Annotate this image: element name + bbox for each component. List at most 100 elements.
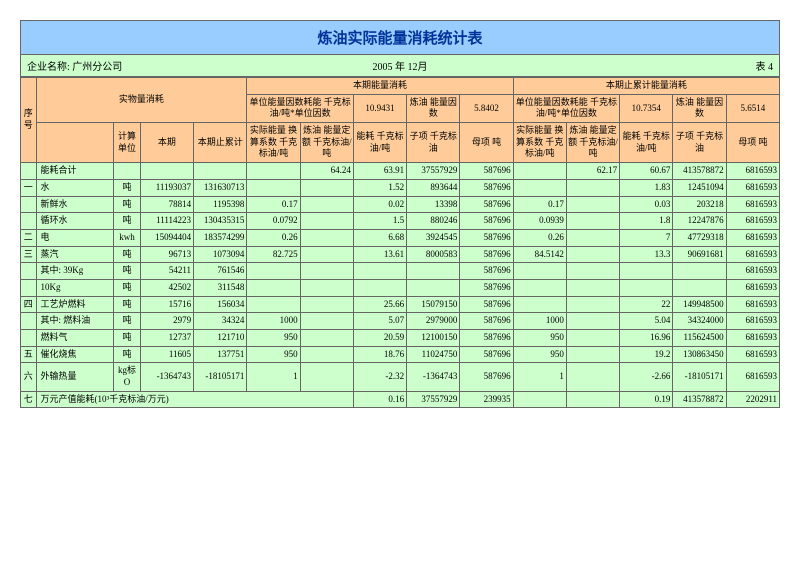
table-row: 七万元产值能耗(10³千克标油/万元)0.16375579292399350.1… — [21, 391, 780, 408]
cell: 64.24 — [300, 163, 353, 180]
hdr-this-cum: 本期止累计 — [194, 123, 247, 163]
cell: 130863450 — [673, 346, 726, 363]
cell: -18105171 — [194, 363, 247, 391]
sheet-label: 表 4 — [526, 55, 779, 76]
cell — [300, 263, 353, 280]
cell: 587696 — [460, 296, 513, 313]
cell: 5.07 — [353, 313, 406, 330]
cell: 吨 — [114, 196, 141, 213]
hdr-den2: 母项 吨 — [726, 123, 779, 163]
table-row: 四工艺炉燃料吨1571615603425.6615079150587696221… — [21, 296, 780, 313]
cell: 0.17 — [513, 196, 566, 213]
cell — [407, 263, 460, 280]
cell — [21, 196, 37, 213]
cell: -18105171 — [673, 363, 726, 391]
cell: 11114223 — [140, 213, 193, 230]
cell — [140, 163, 193, 180]
cell — [300, 196, 353, 213]
cell: 2979000 — [407, 313, 460, 330]
cell: kg标O — [114, 363, 141, 391]
cell — [21, 163, 37, 180]
cell: 63.91 — [353, 163, 406, 180]
cell — [21, 279, 37, 296]
hdr-conv: 实际能量 换算系数 千克标油/吨 — [247, 123, 300, 163]
cell — [353, 279, 406, 296]
cell: 20.59 — [353, 330, 406, 347]
cell: 吨 — [114, 346, 141, 363]
cell: 62.17 — [566, 163, 619, 180]
cell: 1.83 — [620, 179, 673, 196]
cell: 587696 — [460, 163, 513, 180]
cell: 一 — [21, 179, 37, 196]
cell: -1364743 — [140, 363, 193, 391]
cell: 燃料气 — [36, 330, 114, 347]
cell: 47729318 — [673, 229, 726, 246]
cell: 587696 — [460, 313, 513, 330]
cell: 1.5 — [353, 213, 406, 230]
cell: -2.66 — [620, 363, 673, 391]
cell — [300, 179, 353, 196]
cell: 12247876 — [673, 213, 726, 230]
cell: 二 — [21, 229, 37, 246]
cell — [566, 179, 619, 196]
cell: 12451094 — [673, 179, 726, 196]
cell: 587696 — [460, 330, 513, 347]
table-row: 一水吨111930371316307131.528936445876961.83… — [21, 179, 780, 196]
cell: 950 — [247, 346, 300, 363]
cell: 131630713 — [194, 179, 247, 196]
cell: 7 — [620, 229, 673, 246]
cell: 587696 — [460, 213, 513, 230]
cell: 13.61 — [353, 246, 406, 263]
cell: 34324000 — [673, 313, 726, 330]
page-title: 炼油实际能量消耗统计表 — [20, 20, 780, 55]
cell: 吨 — [114, 313, 141, 330]
cell: 六 — [21, 363, 37, 391]
table-row: 其中: 燃料油吨29793432410005.07297900058769610… — [21, 313, 780, 330]
cell — [194, 163, 247, 180]
table-row: 能耗合计64.2463.913755792958769662.1760.6741… — [21, 163, 780, 180]
cell: 96713 — [140, 246, 193, 263]
cell — [566, 296, 619, 313]
cell: 37557929 — [407, 391, 460, 408]
cell: 1.52 — [353, 179, 406, 196]
cell: 587696 — [460, 263, 513, 280]
cell: 其中: 燃料油 — [36, 313, 114, 330]
table-row: 其中: 39Kg吨542117615465876966816593 — [21, 263, 780, 280]
cell — [353, 263, 406, 280]
cell — [247, 296, 300, 313]
cell: 37557929 — [407, 163, 460, 180]
cell — [566, 213, 619, 230]
cell: 3924545 — [407, 229, 460, 246]
cell: 15716 — [140, 296, 193, 313]
cell — [566, 330, 619, 347]
hdr-cumulative: 本期止累计能量消耗 — [513, 78, 779, 95]
cell: 6816593 — [726, 213, 779, 230]
hdr-ec2: 能耗 千克标油/吨 — [620, 123, 673, 163]
cell: 413578872 — [673, 163, 726, 180]
cell: 42502 — [140, 279, 193, 296]
cell: 吨 — [114, 213, 141, 230]
cell: 11024750 — [407, 346, 460, 363]
cell: 催化烧焦 — [36, 346, 114, 363]
cell: 1000 — [513, 313, 566, 330]
cell: -1364743 — [407, 363, 460, 391]
cell — [673, 263, 726, 280]
cell — [247, 179, 300, 196]
hdr-cur-v1: 10.9431 — [353, 94, 406, 122]
hdr-calc-unit: 计算单位 — [114, 123, 141, 163]
cell: 54211 — [140, 263, 193, 280]
cell: 13.3 — [620, 246, 673, 263]
cell — [21, 313, 37, 330]
cell — [673, 279, 726, 296]
cell — [566, 279, 619, 296]
cell: 6816593 — [726, 196, 779, 213]
cell: 外输热量 — [36, 363, 114, 391]
cell: 1 — [247, 363, 300, 391]
cell: 60.67 — [620, 163, 673, 180]
cell: 6816593 — [726, 363, 779, 391]
date-label: 2005 年 12月 — [274, 55, 527, 76]
cell: 七 — [21, 391, 37, 408]
cell: 吨 — [114, 330, 141, 347]
cell: 0.03 — [620, 196, 673, 213]
cell — [620, 263, 673, 280]
